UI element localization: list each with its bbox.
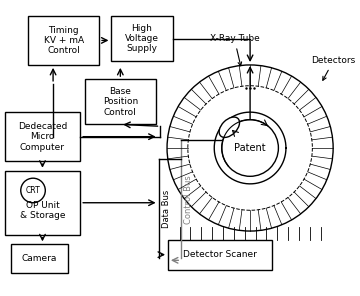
Text: CRT: CRT: [26, 186, 40, 195]
Text: Data Bus: Data Bus: [162, 190, 171, 228]
Circle shape: [222, 120, 278, 176]
Circle shape: [167, 65, 333, 231]
Text: Patent: Patent: [234, 143, 266, 153]
Text: Base
Position
Control: Base Position Control: [103, 87, 138, 117]
Bar: [168, 239, 272, 270]
Bar: [11, 244, 68, 273]
Bar: [5, 112, 80, 161]
Text: Timing
KV + mA
Control: Timing KV + mA Control: [44, 25, 84, 55]
Text: OP Unit
& Storage: OP Unit & Storage: [20, 201, 65, 220]
Circle shape: [21, 178, 45, 203]
Bar: [85, 79, 156, 124]
Text: High
Voltage
Supply: High Voltage Supply: [125, 24, 159, 53]
Text: Detector Scaner: Detector Scaner: [183, 250, 257, 259]
Bar: [111, 16, 173, 61]
Bar: [5, 171, 80, 235]
Text: Camera: Camera: [22, 254, 57, 263]
Text: Dedecated
Micro
Computer: Dedecated Micro Computer: [18, 122, 67, 152]
Text: X-Ray Tube: X-Ray Tube: [210, 34, 259, 66]
Text: Control Bus: Control Bus: [184, 175, 193, 224]
Bar: [28, 16, 99, 65]
Text: Detectors: Detectors: [311, 56, 356, 80]
Ellipse shape: [219, 117, 239, 137]
